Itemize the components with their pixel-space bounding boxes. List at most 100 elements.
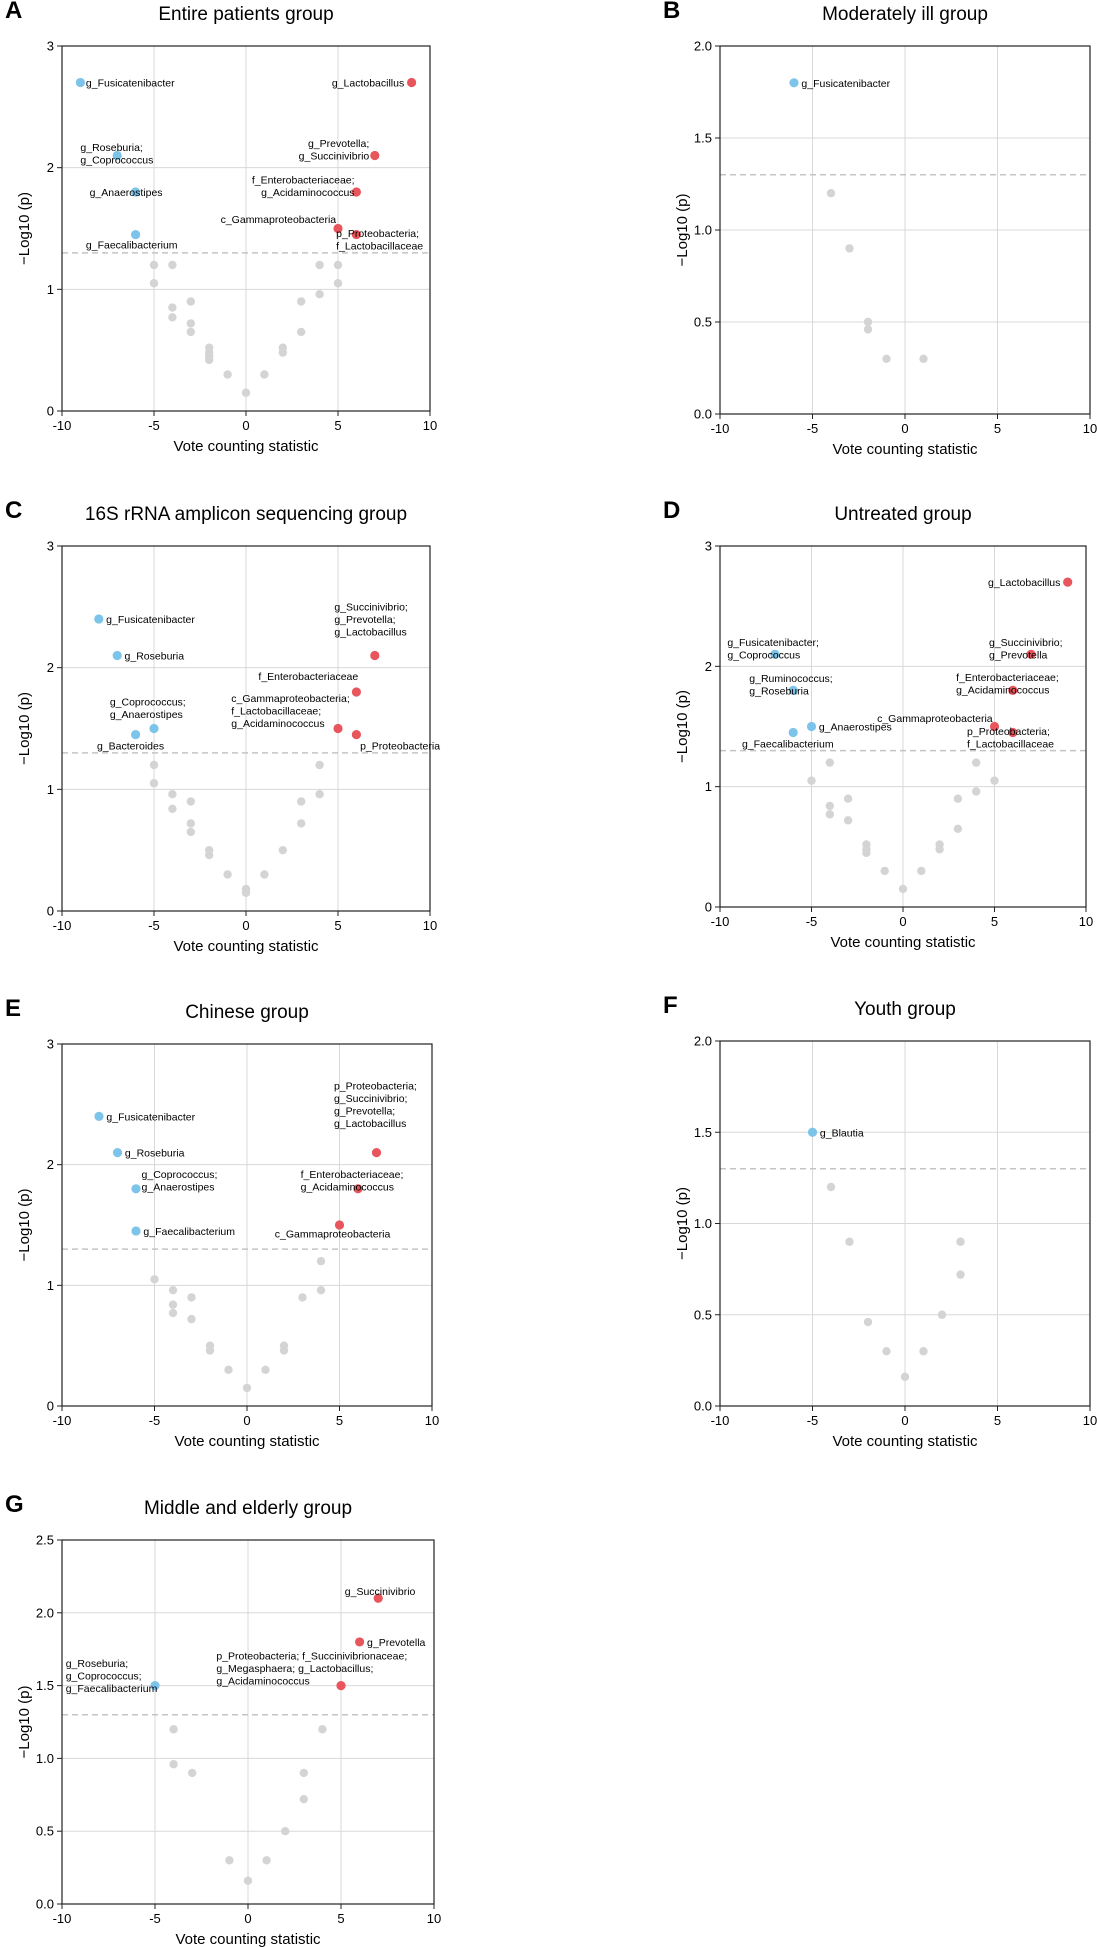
point-annotation: g_Anaerostipes (90, 187, 163, 199)
x-axis-label: Vote counting statistic (832, 441, 978, 458)
point-annotation: f_Lactobacillaceae (336, 241, 423, 253)
point-annotation: p_Proteobacteria; f_Succinivibrionaceae; (216, 1651, 407, 1663)
x-tick-label: -10 (711, 914, 730, 929)
ns-point (168, 790, 177, 799)
x-tick-label: 0 (243, 1413, 250, 1428)
y-tick-label: 3 (47, 1037, 54, 1052)
ns-point (223, 370, 232, 379)
point-annotation: g_Coprococcus; (110, 697, 186, 709)
depleted-point (131, 187, 141, 197)
enriched-point (407, 77, 417, 88)
point-annotation: g_Succinivibrio (345, 1586, 416, 1598)
ns-point (297, 819, 306, 828)
point-annotation: g_Lactobacillus (334, 627, 406, 639)
enriched-point (333, 723, 343, 734)
depleted-point (131, 1184, 141, 1194)
depleted-point (131, 229, 141, 240)
ns-point (243, 1876, 253, 1885)
ns-point (825, 758, 834, 767)
y-tick-label: 2.0 (694, 1034, 712, 1049)
depleted-point (149, 723, 159, 734)
ns-point (956, 1237, 965, 1246)
x-tick-label: -10 (711, 1413, 730, 1428)
panel-title: Entire patients group (158, 4, 333, 25)
point-annotation: g_Coprococcus (80, 154, 153, 166)
point-annotation: g_Prevotella; (334, 1106, 395, 1118)
ns-point (278, 343, 287, 352)
x-tick-label: 5 (337, 1911, 344, 1926)
point-annotation: g_Fusicatenibacter (801, 78, 890, 90)
point-annotation: p_Proteobacteria; (336, 228, 419, 240)
x-tick-label: 5 (336, 1413, 343, 1428)
x-tick-label: 10 (1083, 421, 1097, 436)
panel-d: -10 -5 0 5 10 0 1 2 3 g_Fusicatenibacter;g_Coproc… (663, 497, 1093, 951)
panel-e: -10 -5 0 5 10 0 1 2 3 g_Fusicatenibacter g_Rosebur… (5, 995, 439, 1450)
y-tick-label: 0 (47, 1399, 54, 1414)
point-annotation: g_Prevotella; (308, 138, 369, 150)
enriched-point (351, 687, 361, 697)
ns-point (279, 1341, 289, 1350)
y-tick-label: 1.0 (694, 223, 712, 238)
y-tick-label: 0 (47, 404, 54, 419)
ns-point (917, 866, 926, 876)
point-annotation: f_Enterobacteriaceae; (252, 175, 355, 187)
ns-point (863, 325, 873, 334)
panel-letter: B (663, 0, 680, 24)
enriched-point (351, 187, 361, 197)
ns-point (919, 1347, 928, 1356)
y-axis-label: −Log10 (p) (674, 690, 691, 763)
ns-point (168, 313, 177, 322)
ns-point (937, 1310, 947, 1319)
point-annotation: g_Megasphaera; g_Lactobacillus; (216, 1663, 373, 1675)
point-annotation: g_Lactobacillus (332, 78, 404, 90)
panel-title: Untreated group (834, 504, 971, 525)
point-annotation: g_Prevotella; (334, 614, 395, 626)
ns-point (299, 1794, 308, 1804)
ns-point (205, 850, 214, 860)
y-tick-label: 1 (47, 282, 54, 297)
point-annotation: g_Prevotella (367, 1637, 426, 1649)
x-tick-label: 10 (423, 918, 437, 933)
depleted-point (75, 77, 85, 88)
depleted-point (112, 650, 122, 661)
ns-point (186, 327, 195, 337)
ns-point (298, 1293, 307, 1302)
depleted-point (789, 78, 799, 88)
point-annotation: g_Roseburia (125, 651, 185, 663)
ns-point (935, 840, 944, 849)
ns-point (882, 354, 891, 363)
point-annotation: f_Lactobacillaceae; (231, 705, 321, 717)
ns-point (149, 260, 159, 270)
x-tick-label: 5 (994, 421, 1001, 436)
point-annotation: p_Proteobacteria; (334, 1081, 417, 1093)
ns-point (953, 794, 963, 803)
point-annotation: g_Succinivibrio; (334, 1093, 408, 1105)
y-axis-label: −Log10 (p) (674, 1187, 691, 1260)
point-annotation: g_Roseburia (749, 686, 809, 698)
ns-point (262, 1856, 271, 1865)
ns-point (315, 290, 324, 299)
ns-point (826, 189, 836, 198)
panel-letter: F (663, 992, 678, 1019)
ns-point (223, 870, 232, 879)
x-tick-label: 0 (901, 1413, 908, 1428)
point-annotation: g_Succinivibrio (299, 151, 370, 163)
panel-title: Moderately ill group (822, 4, 988, 25)
depleted-point (788, 727, 798, 738)
depleted-point (94, 614, 104, 624)
ns-point (297, 797, 306, 806)
ns-point (807, 776, 816, 785)
point-annotation: c_Gammaproteobacteria (275, 1228, 391, 1240)
y-axis-label: −Log10 (p) (16, 1686, 33, 1759)
ns-point (187, 1293, 196, 1302)
ns-point (205, 1346, 215, 1355)
ns-point (186, 297, 195, 306)
y-tick-label: 1.5 (694, 131, 712, 146)
x-tick-label: 5 (994, 1413, 1001, 1428)
panel-title: 16S rRNA amplicon sequencing group (85, 504, 407, 525)
y-axis-label: −Log10 (p) (16, 192, 33, 265)
ns-point (224, 1365, 233, 1375)
x-axis-label: Vote counting statistic (174, 1433, 320, 1450)
x-tick-label: 5 (334, 918, 341, 933)
ns-point (242, 1383, 252, 1393)
